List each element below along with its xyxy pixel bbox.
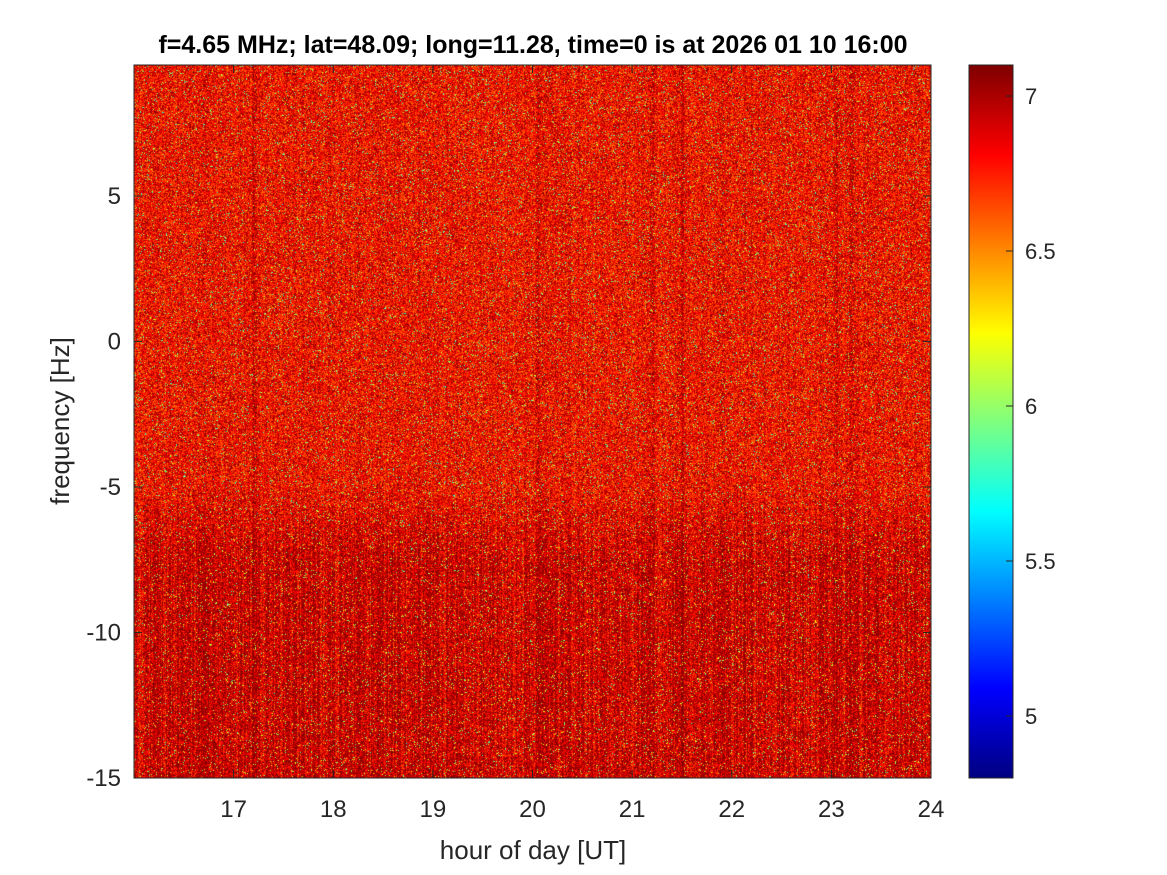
x-tick-label: 23	[818, 796, 845, 823]
y-tick-label: -5	[100, 474, 121, 501]
x-tick-label: 18	[320, 796, 347, 823]
x-tick-label: 24	[918, 796, 945, 823]
x-tick-label: 22	[718, 796, 745, 823]
y-tick-label: 0	[108, 328, 121, 355]
x-axis-label: hour of day [UT]	[440, 835, 626, 865]
y-tick-label: -15	[86, 765, 121, 792]
y-tick-label: 5	[108, 183, 121, 210]
colorbar-tick-label: 5	[1025, 704, 1037, 729]
x-tick-label: 17	[220, 796, 247, 823]
colorbar-tick-label: 6	[1025, 394, 1037, 419]
colorbar-tick-label: 6.5	[1025, 239, 1056, 264]
plot-area-border	[133, 64, 932, 779]
x-tick-label: 19	[420, 796, 447, 823]
colorbar-border	[968, 64, 1014, 779]
y-axis-label: frequency [Hz]	[45, 337, 75, 505]
colorbar-tick-label: 5.5	[1025, 549, 1056, 574]
chart-title: f=4.65 MHz; lat=48.09; long=11.28, time=…	[158, 31, 907, 59]
y-tick-label: -10	[86, 619, 121, 646]
x-tick-label: 21	[619, 796, 646, 823]
x-tick-label: 20	[519, 796, 546, 823]
spectrogram-heatmap	[134, 65, 931, 778]
colorbar-tick-label: 7	[1025, 84, 1037, 109]
colorbar-gradient	[969, 65, 1013, 778]
